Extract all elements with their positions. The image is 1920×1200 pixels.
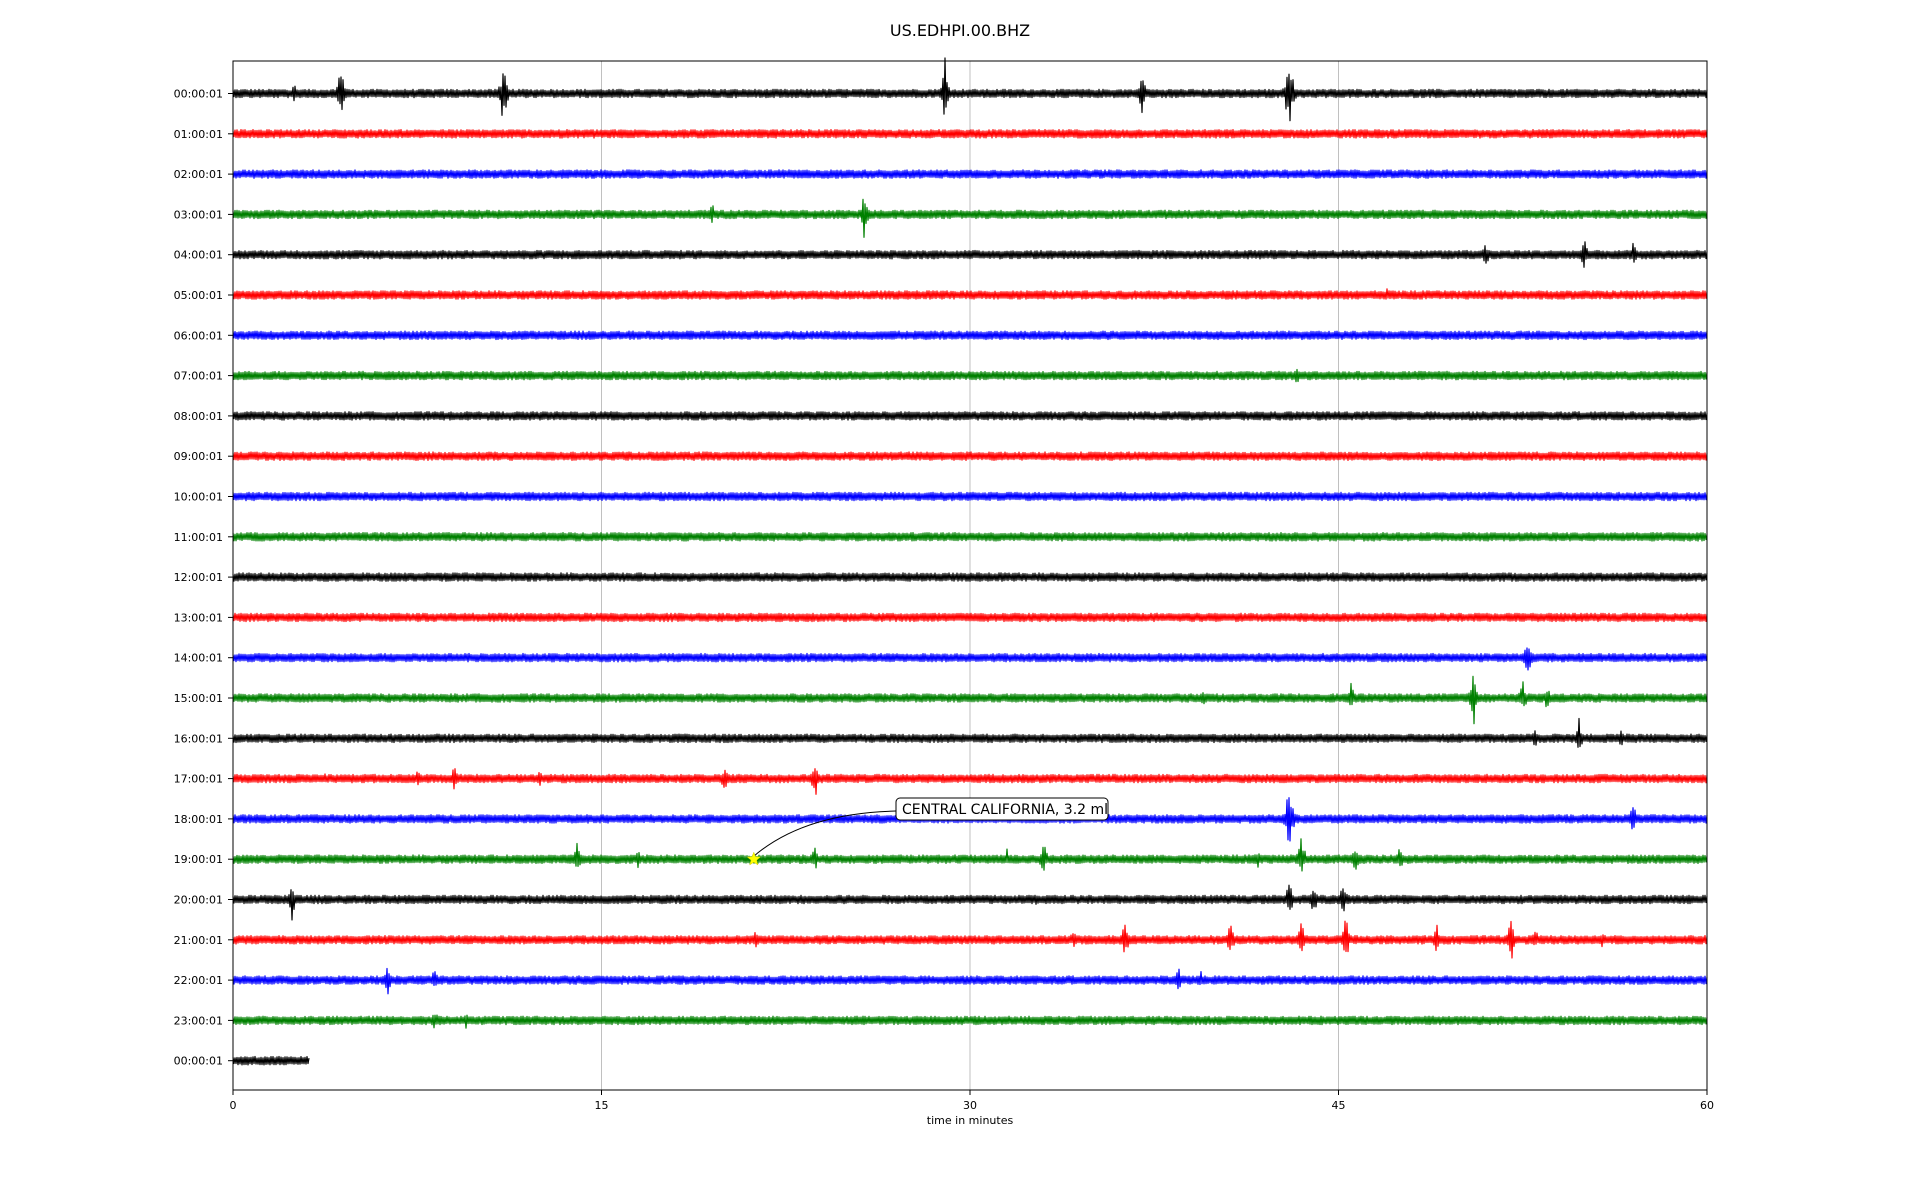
y-tick-labels: 00:00:01 01:00:01 02:00:01 03:00:01 04:00:01… bbox=[174, 88, 233, 1068]
seismic-trace bbox=[232, 884, 1708, 921]
seismic-trace bbox=[232, 920, 1708, 959]
seismic-trace bbox=[232, 797, 1708, 842]
seismic-trace bbox=[232, 129, 1708, 139]
y-tick-label: 00:00:01 bbox=[174, 1055, 223, 1068]
y-tick-label: 00:00:01 bbox=[174, 88, 223, 101]
seismic-trace bbox=[232, 532, 1708, 542]
y-tick-label: 10:00:01 bbox=[174, 491, 223, 504]
y-tick-label: 01:00:01 bbox=[174, 128, 223, 141]
seismic-trace bbox=[232, 57, 1708, 122]
x-tick-label: 45 bbox=[1332, 1099, 1346, 1112]
y-tick-label: 14:00:01 bbox=[174, 652, 223, 665]
x-tick-labels: 0 15 30 45 60 bbox=[230, 1090, 1714, 1112]
seismic-trace bbox=[232, 1014, 1708, 1029]
y-tick-label: 07:00:01 bbox=[174, 370, 223, 383]
seismic-trace bbox=[232, 675, 1708, 725]
y-tick-label: 23:00:01 bbox=[174, 1014, 223, 1027]
y-tick-label: 18:00:01 bbox=[174, 813, 223, 826]
annotation-connector bbox=[753, 810, 897, 857]
x-axis-label: time in minutes bbox=[927, 1114, 1014, 1127]
event-star-marker bbox=[746, 851, 762, 866]
seismic-trace bbox=[232, 451, 1708, 461]
y-tick-label: 17:00:01 bbox=[174, 773, 223, 786]
chart-title: US.EDHPI.00.BHZ bbox=[890, 21, 1030, 40]
seismic-trace bbox=[232, 768, 1708, 795]
annotation-box bbox=[895, 797, 1109, 821]
seismic-trace bbox=[232, 411, 1708, 421]
seismic-trace bbox=[232, 967, 1708, 995]
x-tick-label: 0 bbox=[230, 1099, 237, 1112]
seismic-trace bbox=[232, 612, 1708, 623]
seismic-trace bbox=[232, 572, 1708, 582]
seismic-trace bbox=[232, 838, 1708, 872]
y-tick-label: 08:00:01 bbox=[174, 410, 223, 423]
y-tick-label: 09:00:01 bbox=[174, 450, 223, 463]
trace-group bbox=[232, 57, 1708, 1066]
y-tick-label: 16:00:01 bbox=[174, 732, 223, 745]
y-tick-label: 06:00:01 bbox=[174, 329, 223, 342]
x-tick-label: 15 bbox=[595, 1099, 609, 1112]
y-tick-label: 19:00:01 bbox=[174, 853, 223, 866]
seismic-trace bbox=[232, 647, 1708, 671]
seismic-trace bbox=[232, 368, 1708, 383]
y-tick-label: 11:00:01 bbox=[174, 531, 223, 544]
y-tick-label: 21:00:01 bbox=[174, 934, 223, 947]
seismic-trace bbox=[232, 198, 1708, 238]
y-tick-label: 15:00:01 bbox=[174, 692, 223, 705]
seismic-trace bbox=[232, 717, 1708, 748]
y-tick-label: 02:00:01 bbox=[174, 168, 223, 181]
x-tick-label: 30 bbox=[963, 1099, 977, 1112]
y-tick-label: 03:00:01 bbox=[174, 208, 223, 221]
y-tick-label: 13:00:01 bbox=[174, 611, 223, 624]
y-tick-label: 20:00:01 bbox=[174, 894, 223, 907]
seismic-trace bbox=[232, 330, 1708, 341]
seismic-trace bbox=[232, 241, 1708, 268]
event-annotation: CENTRAL CALIFORNIA, 3.2 ml bbox=[746, 797, 1109, 866]
y-tick-label: 05:00:01 bbox=[174, 289, 223, 302]
y-tick-label: 12:00:01 bbox=[174, 571, 223, 584]
y-tick-label: 04:00:01 bbox=[174, 249, 223, 262]
seismic-trace bbox=[232, 491, 1708, 502]
seismic-trace bbox=[232, 169, 1708, 179]
x-tick-label: 60 bbox=[1700, 1099, 1714, 1112]
annotation-text: CENTRAL CALIFORNIA, 3.2 ml bbox=[902, 802, 1108, 818]
seismic-trace bbox=[232, 1055, 310, 1066]
seismic-trace bbox=[232, 288, 1708, 300]
y-tick-label: 22:00:01 bbox=[174, 974, 223, 987]
